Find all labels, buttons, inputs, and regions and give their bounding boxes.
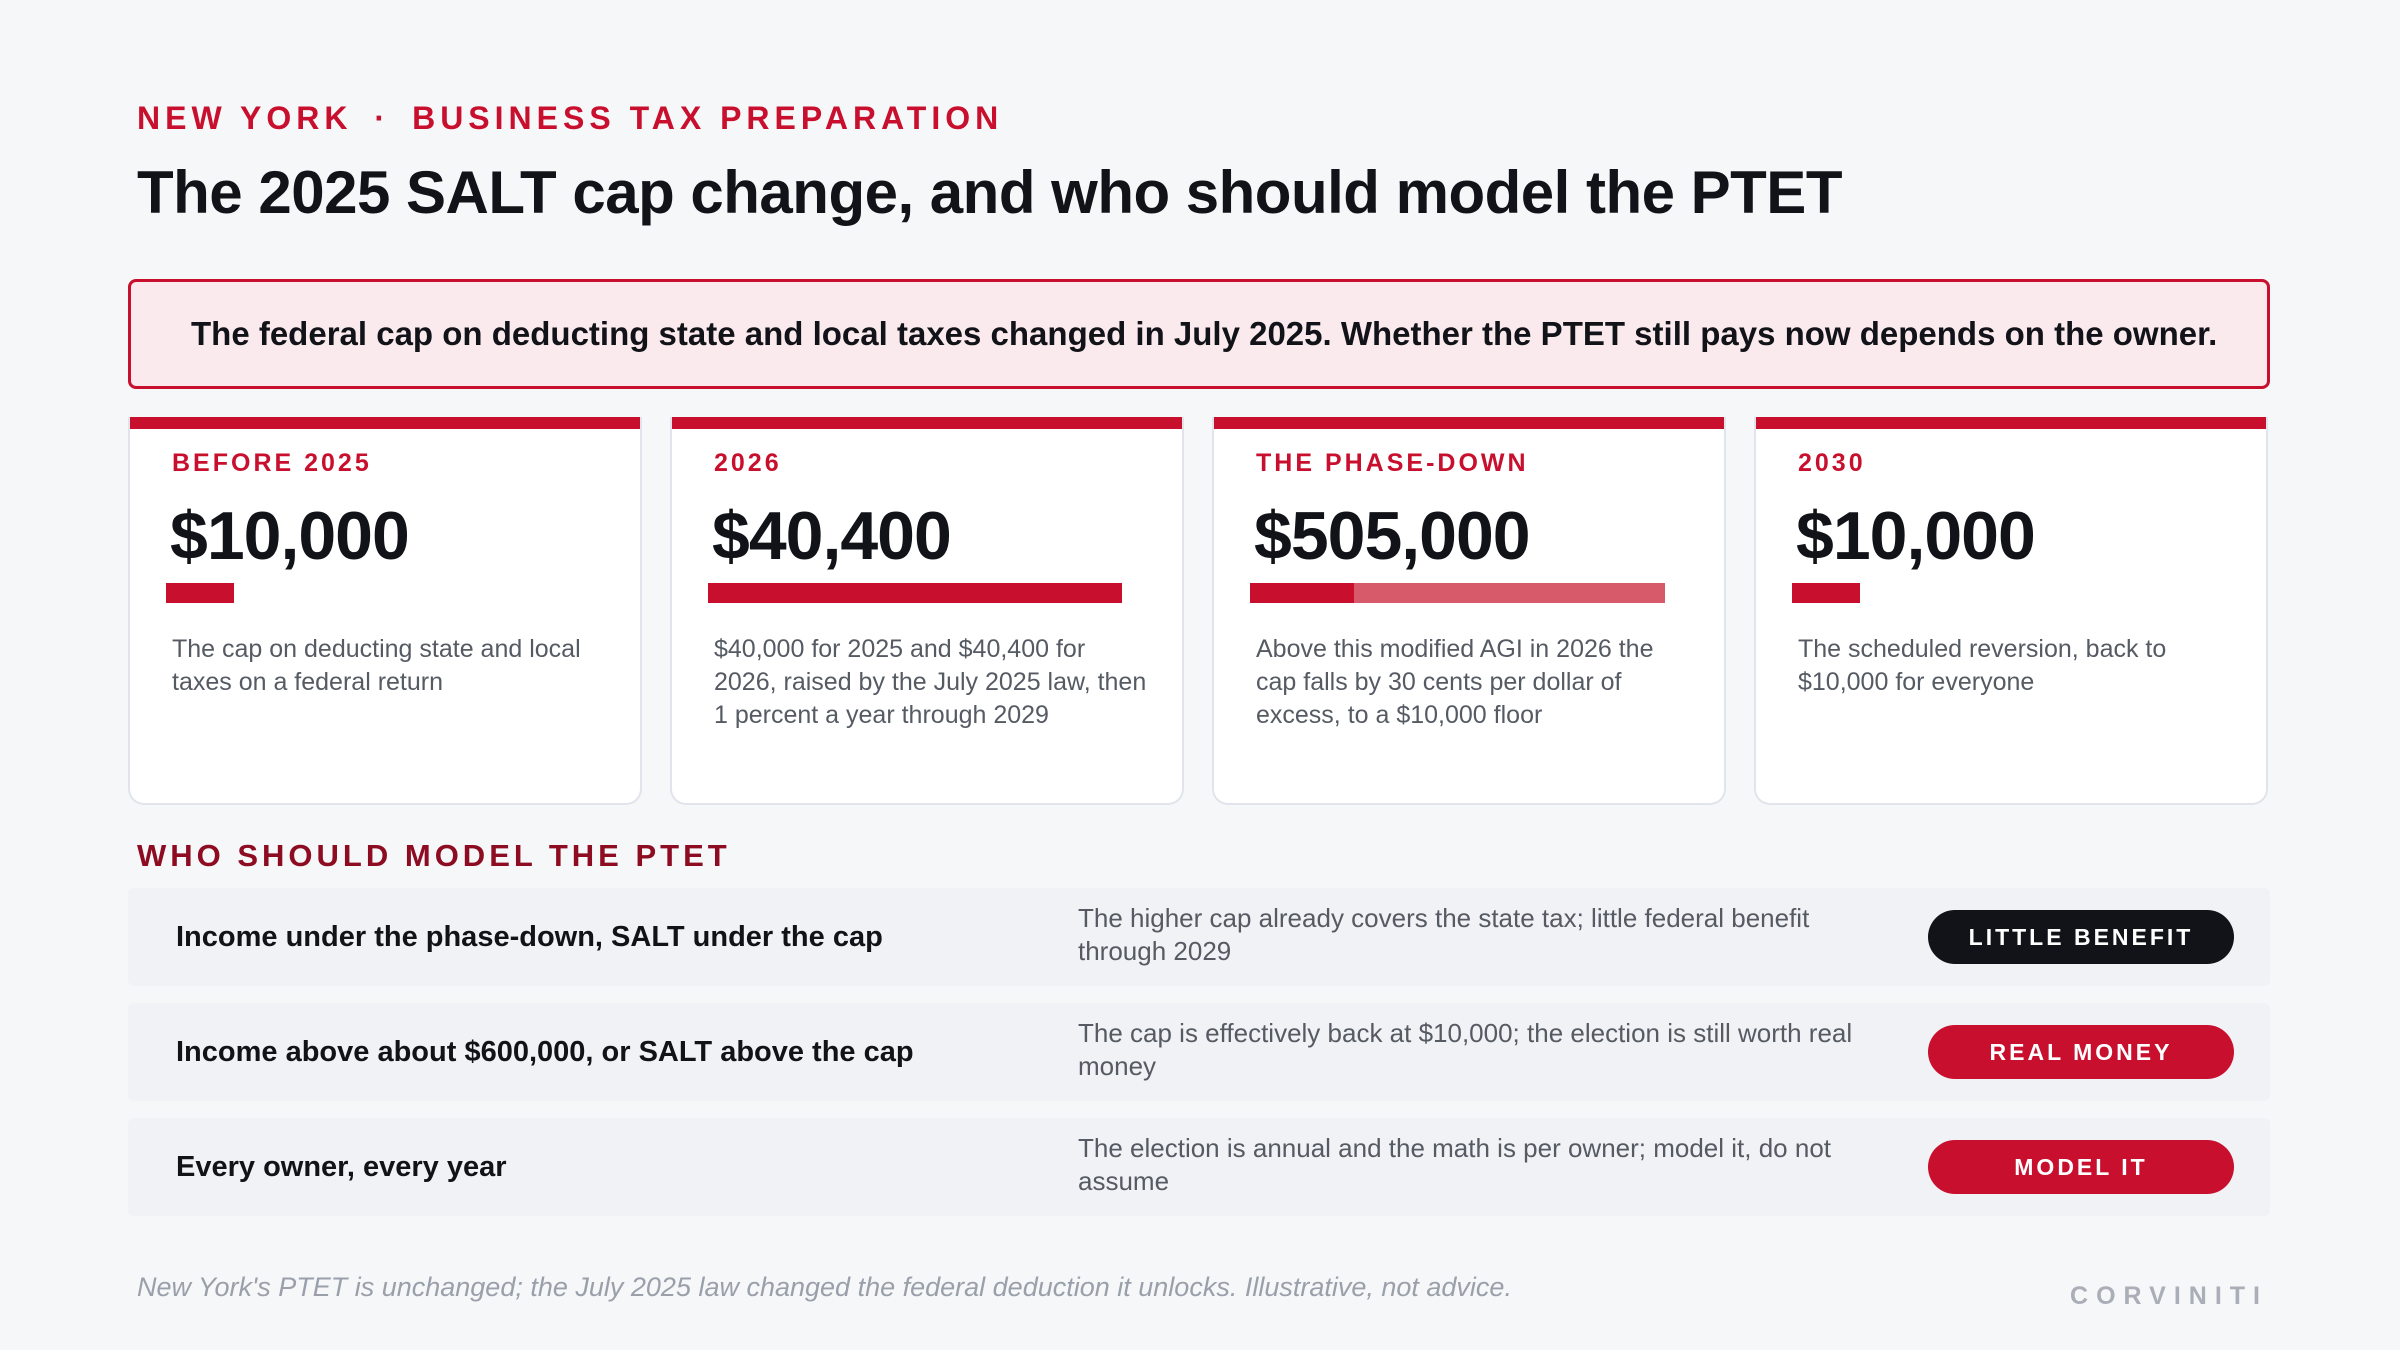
footnote: New York's PTET is unchanged; the July 2… bbox=[137, 1272, 1512, 1302]
cap-cards: BEFORE 2025 $10,000 The cap on deducting… bbox=[128, 417, 2270, 805]
row-who: Income under the phase-down, SALT under … bbox=[176, 920, 883, 953]
page-title: The 2025 SALT cap change, and who should… bbox=[137, 159, 1842, 226]
card-bar bbox=[166, 583, 580, 603]
card-bar-fill bbox=[1792, 583, 1860, 603]
card-bar bbox=[1792, 583, 2206, 603]
verdict-badge: REAL MONEY bbox=[1928, 1025, 2234, 1079]
list-item: Income above about $600,000, or SALT abo… bbox=[128, 1003, 2270, 1101]
card-bar-remainder bbox=[1354, 583, 1665, 603]
callout-banner: The federal cap on deducting state and l… bbox=[128, 279, 2270, 389]
card-bar-fill bbox=[1250, 583, 1354, 603]
eyebrow: NEW YORK · BUSINESS TAX PREPARATION bbox=[137, 100, 1003, 137]
brand-logo: CORVINITI bbox=[2070, 1282, 2268, 1310]
card-label: THE PHASE-DOWN bbox=[1256, 449, 1529, 477]
card-description: Above this modified AGI in 2026 the cap … bbox=[1256, 635, 1654, 729]
card-description: $40,000 for 2025 and $40,400 for 2026, r… bbox=[714, 635, 1147, 729]
card-description: The scheduled reversion, back to $10,000… bbox=[1798, 635, 2167, 696]
eyebrow-region: NEW YORK bbox=[137, 100, 353, 136]
callout-text: The federal cap on deducting state and l… bbox=[191, 315, 2218, 352]
list-item: Income under the phase-down, SALT under … bbox=[128, 888, 2270, 986]
card-2030: 2030 $10,000 The scheduled reversion, ba… bbox=[1754, 417, 2268, 805]
card-phase-down: THE PHASE-DOWN $505,000 Above this modif… bbox=[1212, 417, 1726, 805]
row-why: The election is annual and the math is p… bbox=[1078, 1133, 1831, 1196]
row-why: The higher cap already covers the state … bbox=[1078, 903, 1810, 966]
list-item: Every owner, every year The election is … bbox=[128, 1118, 2270, 1216]
section-heading: WHO SHOULD MODEL THE PTET bbox=[137, 838, 731, 873]
card-description: The cap on deducting state and local tax… bbox=[172, 635, 581, 696]
card-bar-fill bbox=[166, 583, 234, 603]
verdict-badge: LITTLE BENEFIT bbox=[1928, 910, 2234, 964]
card-bar bbox=[1250, 583, 1665, 603]
card-2026: 2026 $40,400 $40,000 for 2025 and $40,40… bbox=[670, 417, 1184, 805]
card-value: $10,000 bbox=[1796, 498, 2036, 574]
card-value: $40,400 bbox=[712, 498, 952, 574]
card-value: $505,000 bbox=[1254, 498, 1531, 574]
card-label: 2030 bbox=[1798, 449, 1866, 477]
row-why: The cap is effectively back at $10,000; … bbox=[1078, 1018, 1853, 1081]
card-bar bbox=[708, 583, 1122, 603]
eyebrow-separator: · bbox=[374, 100, 391, 136]
card-label: BEFORE 2025 bbox=[172, 449, 372, 477]
card-bar-fill bbox=[708, 583, 1122, 603]
row-who: Every owner, every year bbox=[176, 1150, 507, 1183]
card-before-2025: BEFORE 2025 $10,000 The cap on deducting… bbox=[128, 417, 642, 805]
row-who: Income above about $600,000, or SALT abo… bbox=[176, 1035, 914, 1068]
verdict-badge: MODEL IT bbox=[1928, 1140, 2234, 1194]
card-value: $10,000 bbox=[170, 498, 410, 574]
eyebrow-topic: BUSINESS TAX PREPARATION bbox=[412, 100, 1004, 136]
card-label: 2026 bbox=[714, 449, 782, 477]
